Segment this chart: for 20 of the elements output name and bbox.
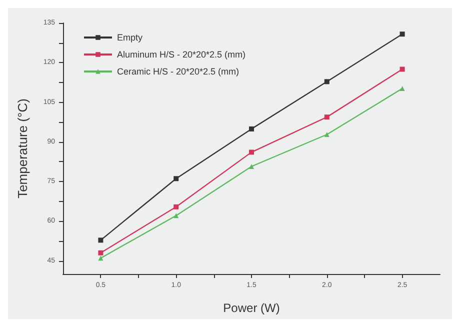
- point: [400, 66, 405, 72]
- point: [249, 150, 254, 155]
- legend-label: Ceramic H/S - 20*20*2.5 (mm): [117, 66, 240, 76]
- point: [400, 32, 405, 37]
- point: [249, 164, 254, 169]
- point: [324, 114, 330, 120]
- point: [98, 256, 104, 261]
- point: [324, 132, 330, 137]
- y-axis-title: Temperature (°C): [15, 98, 30, 198]
- point: [324, 79, 330, 84]
- x-axis-title: Power (W): [223, 301, 280, 315]
- point: [174, 213, 179, 218]
- legend-label: Aluminum H/S - 20*20*2.5 (mm): [117, 50, 246, 60]
- point: [400, 86, 405, 92]
- point: [98, 238, 104, 243]
- point: [174, 176, 179, 182]
- point: [249, 126, 254, 132]
- point: [98, 250, 104, 256]
- point: [174, 204, 179, 210]
- legend-label: Empty: [117, 32, 144, 42]
